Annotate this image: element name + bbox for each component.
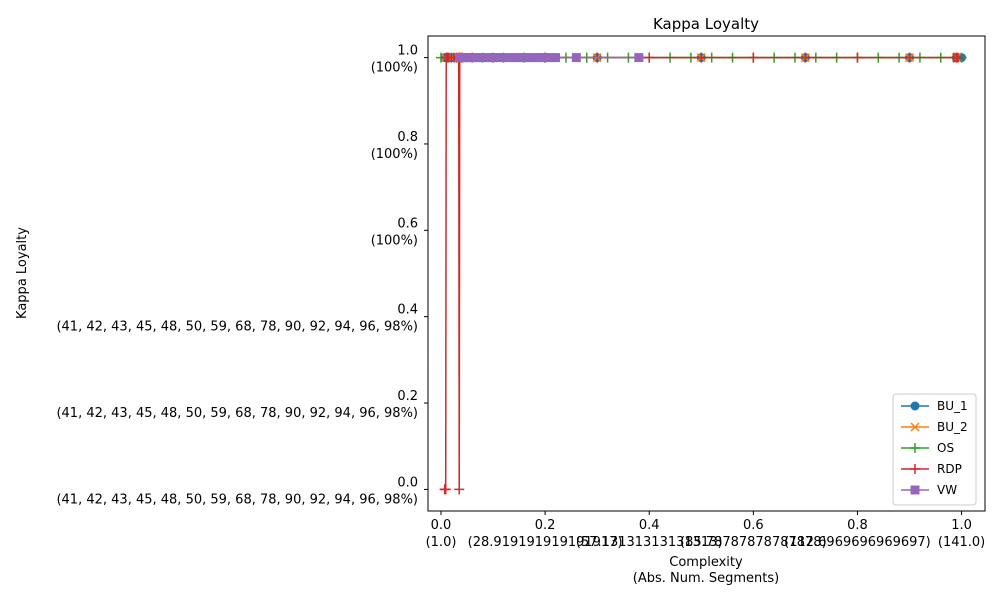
y-tick-label: 0.8 [397,130,418,145]
data-point [800,52,811,63]
legend-label: VW [937,483,957,497]
x-tick-sublabel: (112.6969696969697) [784,535,931,550]
x-tick-label: 0.4 [639,518,660,533]
data-point [952,52,963,63]
data-point [454,484,465,495]
plot-frame [427,35,986,512]
y-tick-sublabel: (100%) [371,233,418,248]
x-tick-sublabel: (57.13131313131313) [576,535,723,550]
y-tick-label: 1.0 [397,44,418,59]
x-tick-sublabel: (141.0) [938,535,985,550]
data-point [852,52,863,63]
y-tick-sublabel: (41, 42, 43, 45, 48, 50, 59, 68, 78, 90,… [56,492,418,507]
data-point [904,52,915,63]
series-layer [436,52,967,495]
series-vw [455,53,644,63]
y-tick-label: 0.4 [397,303,418,318]
data-point [571,53,581,63]
x-axis-label-sub: (Abs. Num. Segments) [633,571,780,586]
data-point [644,52,655,63]
y-tick-sublabel: (100%) [371,147,418,162]
legend: BU_1 BU_2 OS RDP VW [892,393,977,506]
legend-item: OS [901,441,954,455]
legend-swatch-marker [910,422,920,432]
legend-label: BU_1 [937,399,968,413]
x-axis-label: Complexity [669,555,743,570]
x-tick-label: 0.8 [847,518,868,533]
x-tick-label: 0.6 [743,518,764,533]
legend-item: RDP [901,462,962,476]
data-point [551,53,561,63]
y-axis-ticks: 0.0 (41, 42, 43, 45, 48, 50, 59, 68, 78, … [56,44,428,507]
chart-title: Kappa Loyalty [653,15,759,33]
y-tick-label: 0.6 [397,216,418,231]
legend-box [892,393,977,506]
legend-item: BU_1 [901,399,968,413]
y-tick-sublabel: (41, 42, 43, 45, 48, 50, 59, 68, 78, 90,… [56,406,418,421]
data-point [696,52,707,63]
legend-label: BU_2 [937,420,968,434]
legend-label: RDP [937,462,962,476]
y-tick-sublabel: (100%) [371,61,418,76]
legend-label: OS [937,441,954,455]
legend-item: VW [901,483,957,497]
legend-swatch-marker [910,464,920,474]
y-tick-label: 0.2 [397,389,418,404]
data-point [748,52,759,63]
x-tick-sublabel: (28.919191919191917) [468,535,623,550]
y-tick-sublabel: (41, 42, 43, 45, 48, 50, 59, 68, 78, 90,… [56,320,418,335]
y-axis-label: Kappa Loyalty [15,227,30,319]
x-axis-ticks: 0.0 (1.0) 0.2 (28.919191919191917) 0.4 (57.13… [426,511,985,550]
legend-item: BU_2 [901,420,968,434]
x-tick-label: 1.0 [951,518,972,533]
y-tick-label: 0.0 [397,475,418,490]
legend-swatch-marker [910,485,920,495]
legend-swatch-marker [910,401,920,411]
legend-swatch-marker [910,443,920,453]
x-tick-sublabel: (1.0) [426,535,457,550]
data-point [440,484,451,495]
x-tick-label: 0.2 [535,518,556,533]
x-tick-sublabel: (85.78787878787878) [680,535,827,550]
data-point [634,53,644,63]
x-tick-label: 0.0 [431,518,452,533]
